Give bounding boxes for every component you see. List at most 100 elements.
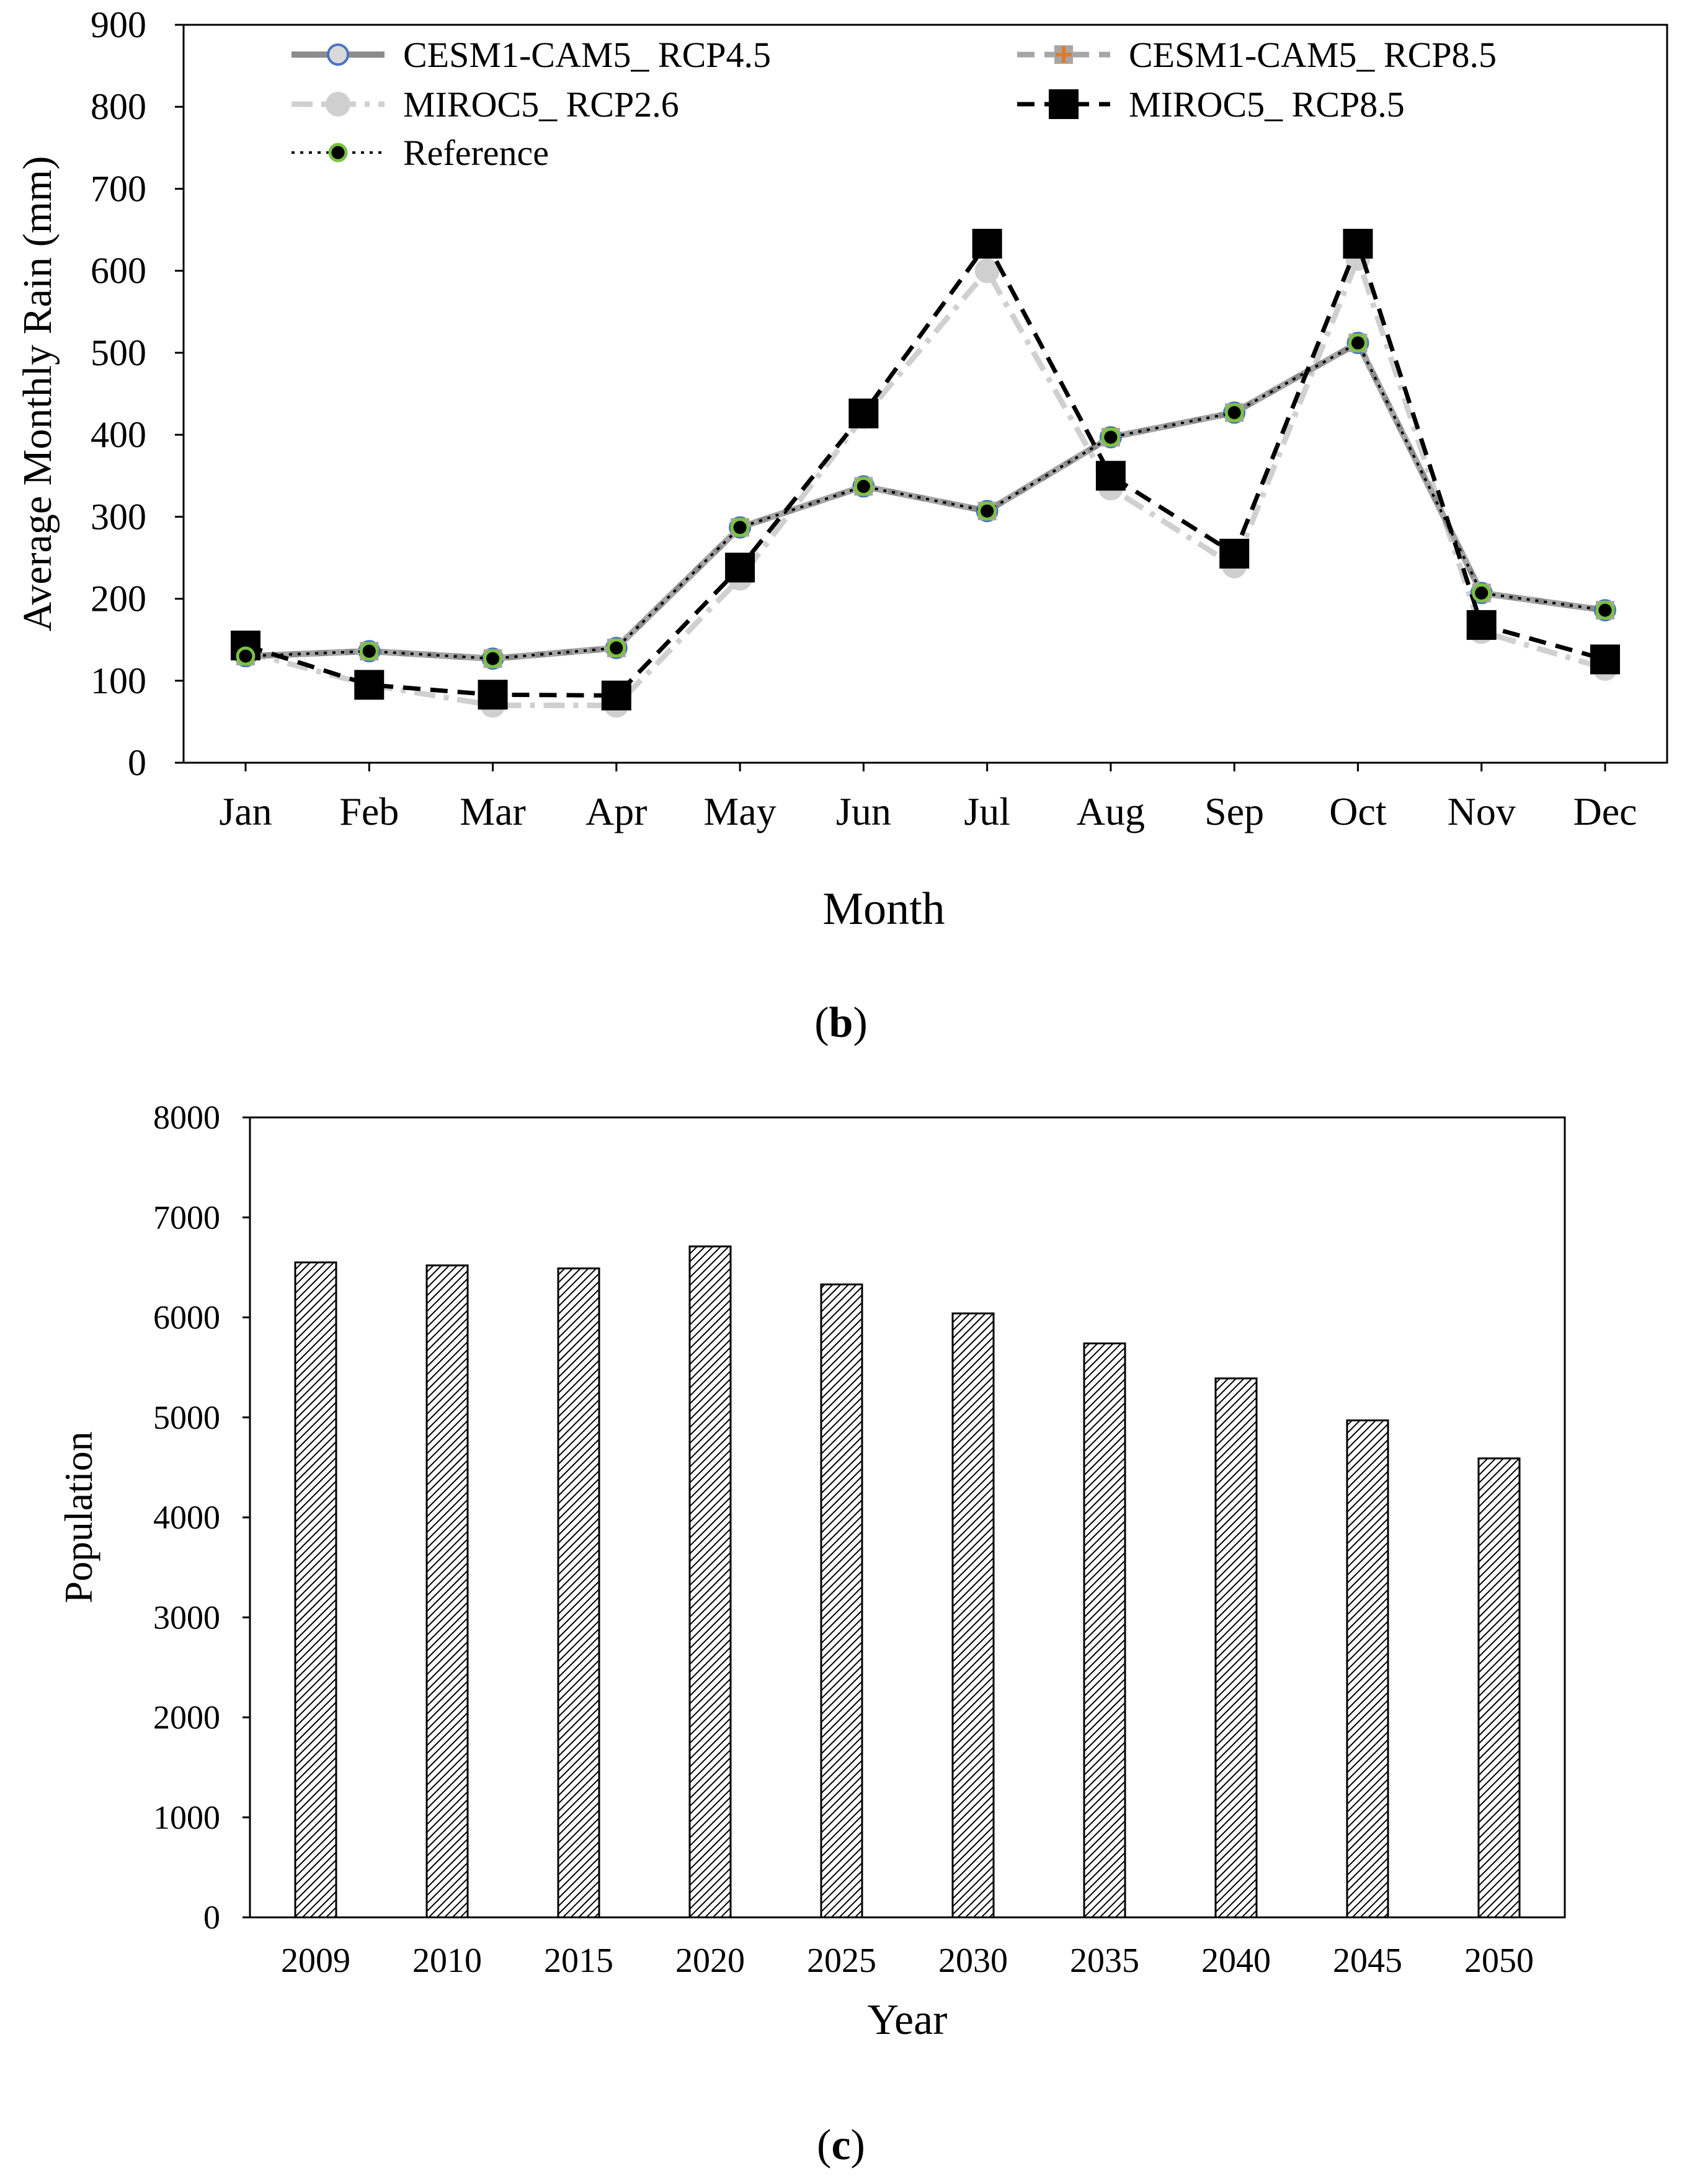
plot-frame-b xyxy=(182,24,1668,764)
legend-entry: CESM1-CAM5_ RCP8.5 xyxy=(1017,35,1497,75)
x-tick-label-b: Jul xyxy=(964,789,1010,833)
x-tick-label-c: 2030 xyxy=(938,1942,1008,1980)
legend-entry: MIROC5_ RCP8.5 xyxy=(1017,84,1405,125)
x-tick-label-b: Jan xyxy=(219,789,272,833)
data-point-series-4 xyxy=(1219,538,1250,569)
legend-entry: MIROC5_ RCP2.6 xyxy=(291,84,679,125)
y-tick-label-b: 400 xyxy=(91,414,146,455)
y-axis-title-b: Average Monthly Rain (mm) xyxy=(15,156,60,632)
y-tick-label-c: 0 xyxy=(203,1899,220,1936)
legend-entry: Reference xyxy=(291,133,549,173)
chart-c: 0 1000 2000 3000 4000 5000 6000 7000 8000 2009 20… xyxy=(56,1099,1566,2044)
series-line-5 xyxy=(245,341,1606,660)
y-axis-title-c: Population xyxy=(56,1431,100,1603)
data-point-series-4 xyxy=(1466,610,1497,640)
data-point-series-5 xyxy=(359,641,379,661)
bar xyxy=(1477,1457,1521,1919)
y-tick-label-c: 3000 xyxy=(153,1599,220,1636)
bar xyxy=(425,1264,469,1919)
legend-entry: CESM1-CAM5_ RCP4.5 xyxy=(291,35,771,75)
x-tick-label-c: 2020 xyxy=(675,1942,745,1980)
legend-marker xyxy=(1049,89,1079,119)
y-tick-label-c: 1000 xyxy=(153,1799,220,1836)
y-tick-label-b: 500 xyxy=(91,332,146,373)
bar xyxy=(1214,1377,1258,1919)
x-tick-label-b: Aug xyxy=(1077,789,1145,833)
data-point-series-4 xyxy=(1095,461,1126,491)
panel-label-b: (b) xyxy=(814,999,868,1047)
y-tick-label-b: 600 xyxy=(91,251,146,291)
x-tick-label-b: Mar xyxy=(460,789,526,833)
x-tick-label-b: Dec xyxy=(1573,789,1637,833)
y-tick-label-b: 900 xyxy=(91,4,146,45)
panel-label-c: (c) xyxy=(817,2121,865,2169)
x-tick-label-b: Oct xyxy=(1329,789,1387,833)
legend-label: CESM1-CAM5_ RCP4.5 xyxy=(403,35,771,75)
x-tick-label-b: Nov xyxy=(1448,789,1516,833)
x-tick-label-b: Sep xyxy=(1204,789,1264,833)
x-tick-label-c: 2025 xyxy=(807,1942,876,1980)
y-tick-label-b: 800 xyxy=(91,86,146,127)
x-tick-label-b: Jun xyxy=(836,789,891,833)
legend-marker xyxy=(1054,45,1073,64)
data-point-series-4 xyxy=(848,398,879,428)
data-point-series-4 xyxy=(725,553,755,583)
y-tick-label-c: 6000 xyxy=(153,1299,220,1336)
legend-label: MIROC5_ RCP2.6 xyxy=(403,84,679,125)
data-point-series-5 xyxy=(1595,600,1615,620)
data-point-series-5 xyxy=(1348,333,1368,353)
data-point-series-5 xyxy=(977,501,997,521)
data-point-series-3 xyxy=(974,258,1000,283)
y-tick-label-b: 200 xyxy=(91,579,146,619)
bar xyxy=(1083,1342,1126,1919)
series-line-3 xyxy=(244,250,1606,708)
data-point-series-4 xyxy=(972,229,1002,259)
data-point-series-5 xyxy=(236,646,256,666)
data-point-series-5 xyxy=(730,518,750,538)
legend-label: MIROC5_ RCP8.5 xyxy=(1129,84,1405,125)
bar xyxy=(951,1312,995,1919)
x-tick-label-c: 2015 xyxy=(544,1942,613,1980)
data-point-series-4 xyxy=(478,680,508,710)
bar xyxy=(688,1245,732,1919)
legend-label: Reference xyxy=(403,133,549,173)
x-tick-label-b: Feb xyxy=(339,789,399,833)
data-point-series-5 xyxy=(853,476,873,496)
y-tick-label-c: 8000 xyxy=(153,1099,220,1136)
y-tick-label-c: 7000 xyxy=(153,1199,220,1236)
data-point-series-5 xyxy=(1224,402,1244,422)
series-line-2 xyxy=(245,339,1606,662)
x-tick-label-c: 2010 xyxy=(412,1942,482,1980)
x-tick-label-c: 2050 xyxy=(1464,1942,1534,1980)
y-tick-label-b: 300 xyxy=(91,496,146,537)
data-point-series-5 xyxy=(483,649,503,668)
y-tick-label-c: 4000 xyxy=(153,1499,220,1536)
x-tick-label-c: 2040 xyxy=(1201,1942,1271,1980)
x-axis-title-c: Year xyxy=(868,1996,948,2044)
x-tick-label-c: 2045 xyxy=(1333,1942,1402,1980)
bar xyxy=(557,1267,600,1919)
data-point-series-5 xyxy=(1101,427,1121,447)
data-point-series-5 xyxy=(1472,583,1492,603)
x-tick-label-c: 2035 xyxy=(1070,1942,1139,1980)
bar xyxy=(820,1283,863,1919)
data-point-series-4 xyxy=(354,670,385,700)
legend-label: CESM1-CAM5_ RCP8.5 xyxy=(1129,35,1497,75)
y-tick-label-b: 700 xyxy=(91,168,146,209)
y-tick-label-b: 0 xyxy=(128,742,146,783)
bar xyxy=(294,1261,337,1919)
data-point-series-5 xyxy=(607,638,626,658)
x-tick-label-b: Apr xyxy=(585,789,647,833)
legend-marker xyxy=(326,92,350,117)
x-tick-label-b: May xyxy=(703,789,776,833)
legend-marker xyxy=(328,143,348,162)
data-point-series-4 xyxy=(1590,644,1620,675)
x-tick-label-c: 2009 xyxy=(281,1942,350,1980)
bar xyxy=(1346,1419,1389,1919)
y-tick-label-b: 100 xyxy=(91,660,146,701)
series-line-4 xyxy=(244,237,1606,698)
data-point-series-4 xyxy=(1343,229,1373,259)
legend-marker xyxy=(327,43,349,66)
y-tick-label-c: 2000 xyxy=(153,1699,220,1736)
x-axis-title-b: Month xyxy=(822,884,945,934)
